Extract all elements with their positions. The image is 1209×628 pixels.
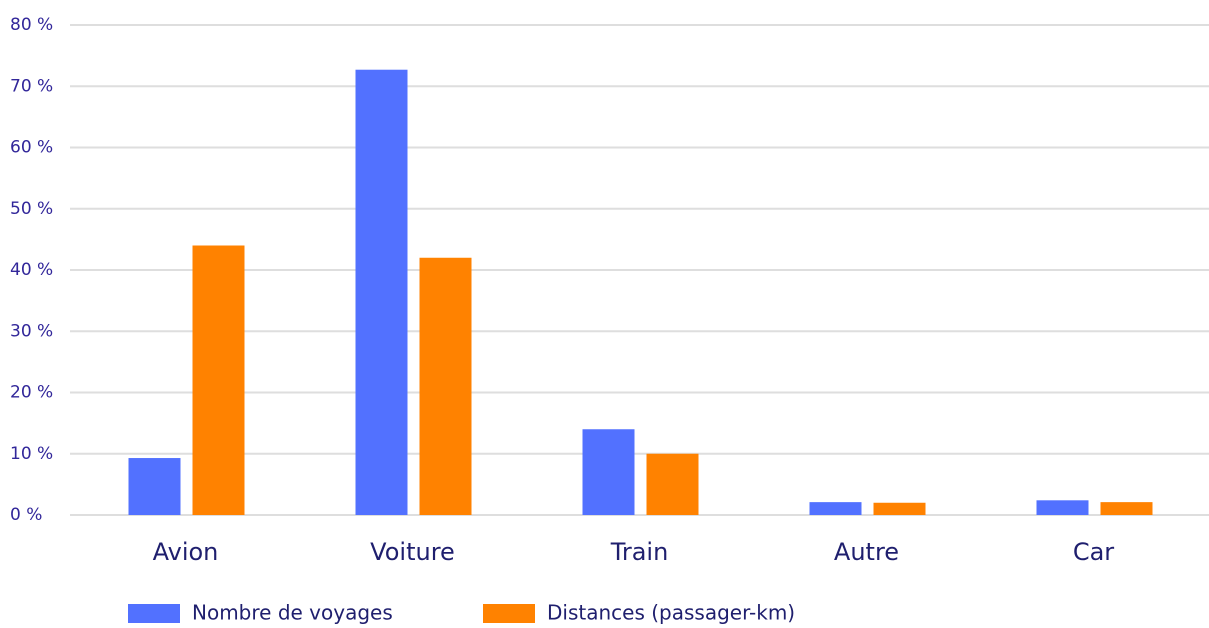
bar	[192, 245, 245, 515]
legend-label: Nombre de voyages	[192, 601, 393, 625]
bar	[128, 458, 181, 515]
y-tick-label: 80 %	[10, 15, 53, 35]
y-tick-label: 40 %	[10, 260, 53, 280]
bar	[809, 502, 862, 515]
bar	[873, 502, 926, 515]
x-tick-label: Car	[1073, 538, 1114, 566]
x-tick-label: Avion	[153, 538, 219, 566]
legend-swatch	[128, 604, 180, 623]
y-tick-label: 60 %	[10, 138, 53, 158]
bar	[355, 69, 408, 516]
bar	[582, 429, 635, 515]
legend-label: Distances (passager-km)	[547, 601, 795, 625]
bar	[419, 257, 472, 515]
bar	[1036, 500, 1089, 515]
y-tick-label: 10 %	[10, 444, 53, 464]
x-tick-label: Voiture	[370, 538, 455, 566]
x-tick-label: Train	[610, 538, 669, 566]
legend-swatch	[483, 604, 535, 623]
y-tick-label: 30 %	[10, 321, 53, 341]
bar	[646, 453, 699, 515]
y-tick-label: 50 %	[10, 199, 53, 219]
bar	[1100, 502, 1153, 515]
y-tick-label: 70 %	[10, 76, 53, 96]
x-tick-label: Autre	[834, 538, 899, 566]
y-tick-label: 0 %	[10, 505, 42, 525]
y-tick-label: 20 %	[10, 383, 53, 403]
